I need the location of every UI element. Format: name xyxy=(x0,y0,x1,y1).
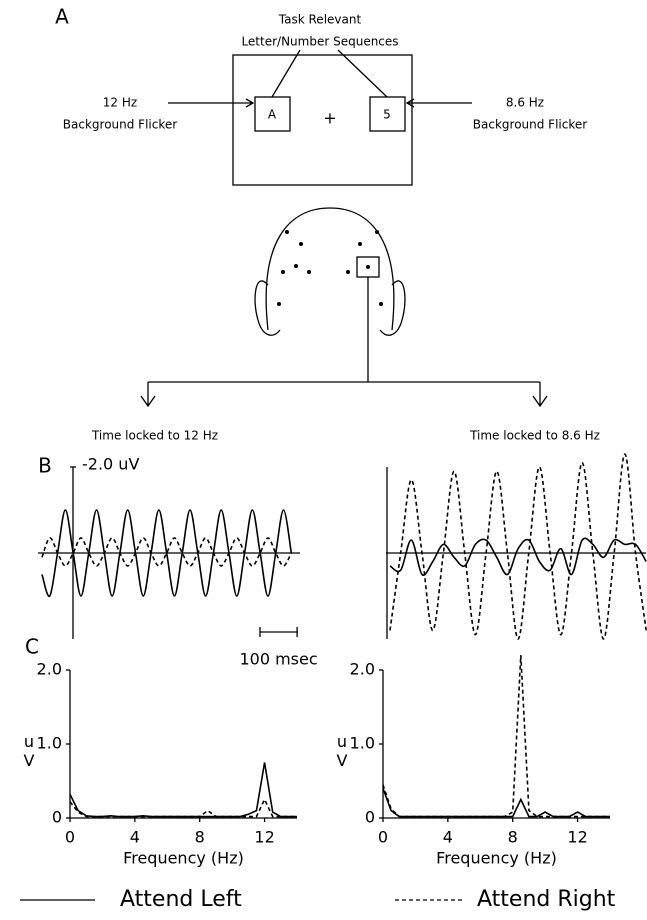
letter: A xyxy=(268,108,277,122)
fixation: + xyxy=(323,109,336,128)
y-axis-label: uV xyxy=(20,732,39,770)
chart-title: Time locked to 8.6 Hz xyxy=(469,429,600,443)
electrode xyxy=(294,264,298,268)
connector xyxy=(141,277,547,406)
x-tick-label: 0 xyxy=(378,828,388,847)
series-line xyxy=(383,655,610,816)
electrode xyxy=(299,242,303,246)
chart-title: Time locked to 12 Hz xyxy=(91,429,218,443)
x-tick-label: 12 xyxy=(254,828,274,847)
ear xyxy=(255,281,405,335)
head xyxy=(266,208,394,330)
x-axis-label: Frequency (Hz) xyxy=(123,849,244,868)
series-line xyxy=(70,800,297,817)
electrode xyxy=(358,242,362,246)
y-axis-label: uV xyxy=(333,732,352,770)
y-tick-label: 2.0 xyxy=(37,660,62,679)
x-axis-label: Frequency (Hz) xyxy=(436,849,557,868)
arrow xyxy=(168,99,472,107)
scale-label: 100 msec xyxy=(239,650,317,669)
x-tick-label: 4 xyxy=(130,828,140,847)
letter: 5 xyxy=(383,108,391,122)
electrode xyxy=(281,270,285,274)
electrode xyxy=(307,270,311,274)
electrode xyxy=(346,270,350,274)
y-tick-label: 0 xyxy=(365,808,375,827)
panel-label: B xyxy=(38,454,52,478)
electrode xyxy=(366,265,370,269)
y-tick-label: 0 xyxy=(52,808,62,827)
y-tick-label: -2.0 uV xyxy=(82,455,139,474)
annotation: Background Flicker xyxy=(473,118,587,132)
x-tick-label: 12 xyxy=(567,828,587,847)
y-tick-label: 2.0 xyxy=(350,660,375,679)
annotation: Task Relevant xyxy=(278,13,362,27)
series-line xyxy=(390,538,646,575)
electrode xyxy=(379,302,383,306)
annotation: Background Flicker xyxy=(63,118,177,132)
annotation: 12 Hz xyxy=(103,96,137,110)
x-tick-label: 4 xyxy=(443,828,453,847)
legend-label: Attend Left xyxy=(120,887,242,912)
electrodes xyxy=(277,230,383,306)
series-line xyxy=(70,763,297,817)
electrode xyxy=(277,302,281,306)
pointer xyxy=(272,50,387,97)
y-tick-label: 1.0 xyxy=(37,734,62,753)
series-line xyxy=(383,788,610,816)
electrode xyxy=(285,230,289,234)
charts: Time locked to 12 Hz -2.0 uV 100 msec Time … xyxy=(20,429,647,868)
series-line xyxy=(390,454,646,639)
legend-label: Attend Right xyxy=(477,887,616,912)
annotation: 8.6 Hz xyxy=(506,96,544,110)
annotation: Letter/Number Sequences xyxy=(241,35,398,49)
electrode xyxy=(375,230,379,234)
scale-bar xyxy=(260,627,297,637)
panel-label: A xyxy=(55,5,69,29)
y-tick-label: 1.0 xyxy=(350,734,375,753)
panel-label: C xyxy=(25,635,39,659)
x-tick-label: 8 xyxy=(195,828,205,847)
figure: A Task Relevant Letter/Number Sequences … xyxy=(0,0,647,920)
x-tick-label: 8 xyxy=(508,828,518,847)
x-tick-label: 0 xyxy=(65,828,75,847)
